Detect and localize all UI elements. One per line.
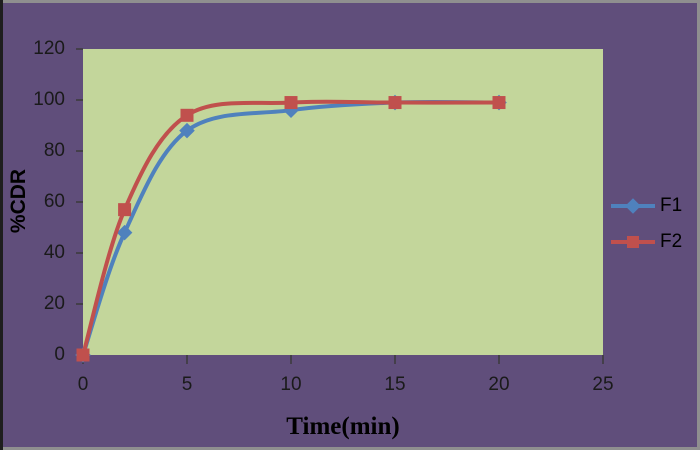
x-tick-label: 5: [181, 374, 193, 395]
legend-label-f1: F1: [660, 195, 683, 216]
f2-legend-square: [627, 236, 639, 248]
y-tick-label: 60: [43, 191, 65, 212]
f1-legend-diamond: [625, 198, 641, 214]
series-marker-F2: [76, 348, 90, 362]
legend-item-f1: F1: [610, 195, 683, 216]
x-tick-label: 0: [77, 374, 89, 395]
x-tick-label: 15: [384, 374, 406, 395]
x-tick-label: 20: [488, 374, 510, 395]
series-marker-F2: [180, 108, 194, 122]
f2-line-square-marker-icon: [611, 236, 655, 248]
y-tick-label: 40: [43, 242, 65, 263]
plot-area: [83, 49, 603, 355]
x-tick-label: 10: [280, 374, 302, 395]
legend-label-f2: F2: [660, 231, 683, 252]
y-tick-label: 120: [33, 38, 65, 59]
x-axis-title: Time(min): [286, 413, 400, 440]
series-marker-F1: [116, 224, 133, 241]
f1-line-diamond-marker-icon: [611, 198, 655, 214]
series-marker-F2: [284, 96, 298, 110]
series-marker-F2: [492, 96, 506, 110]
series-marker-F2: [388, 96, 402, 110]
series-line-F2: [81, 99, 501, 357]
y-tick-label: 80: [43, 140, 65, 161]
y-tick-label: 100: [33, 89, 65, 110]
y-tick-label: 20: [43, 293, 65, 314]
y-tick-label: 0: [54, 344, 65, 365]
y-axis-title: %CDR: [7, 168, 30, 234]
x-tick-label: 25: [592, 374, 614, 395]
series-marker-F2: [118, 203, 132, 217]
series-marker-F1: [179, 122, 195, 139]
legend-item-f2: F2: [610, 231, 683, 252]
legend: F1 F2: [610, 195, 683, 269]
